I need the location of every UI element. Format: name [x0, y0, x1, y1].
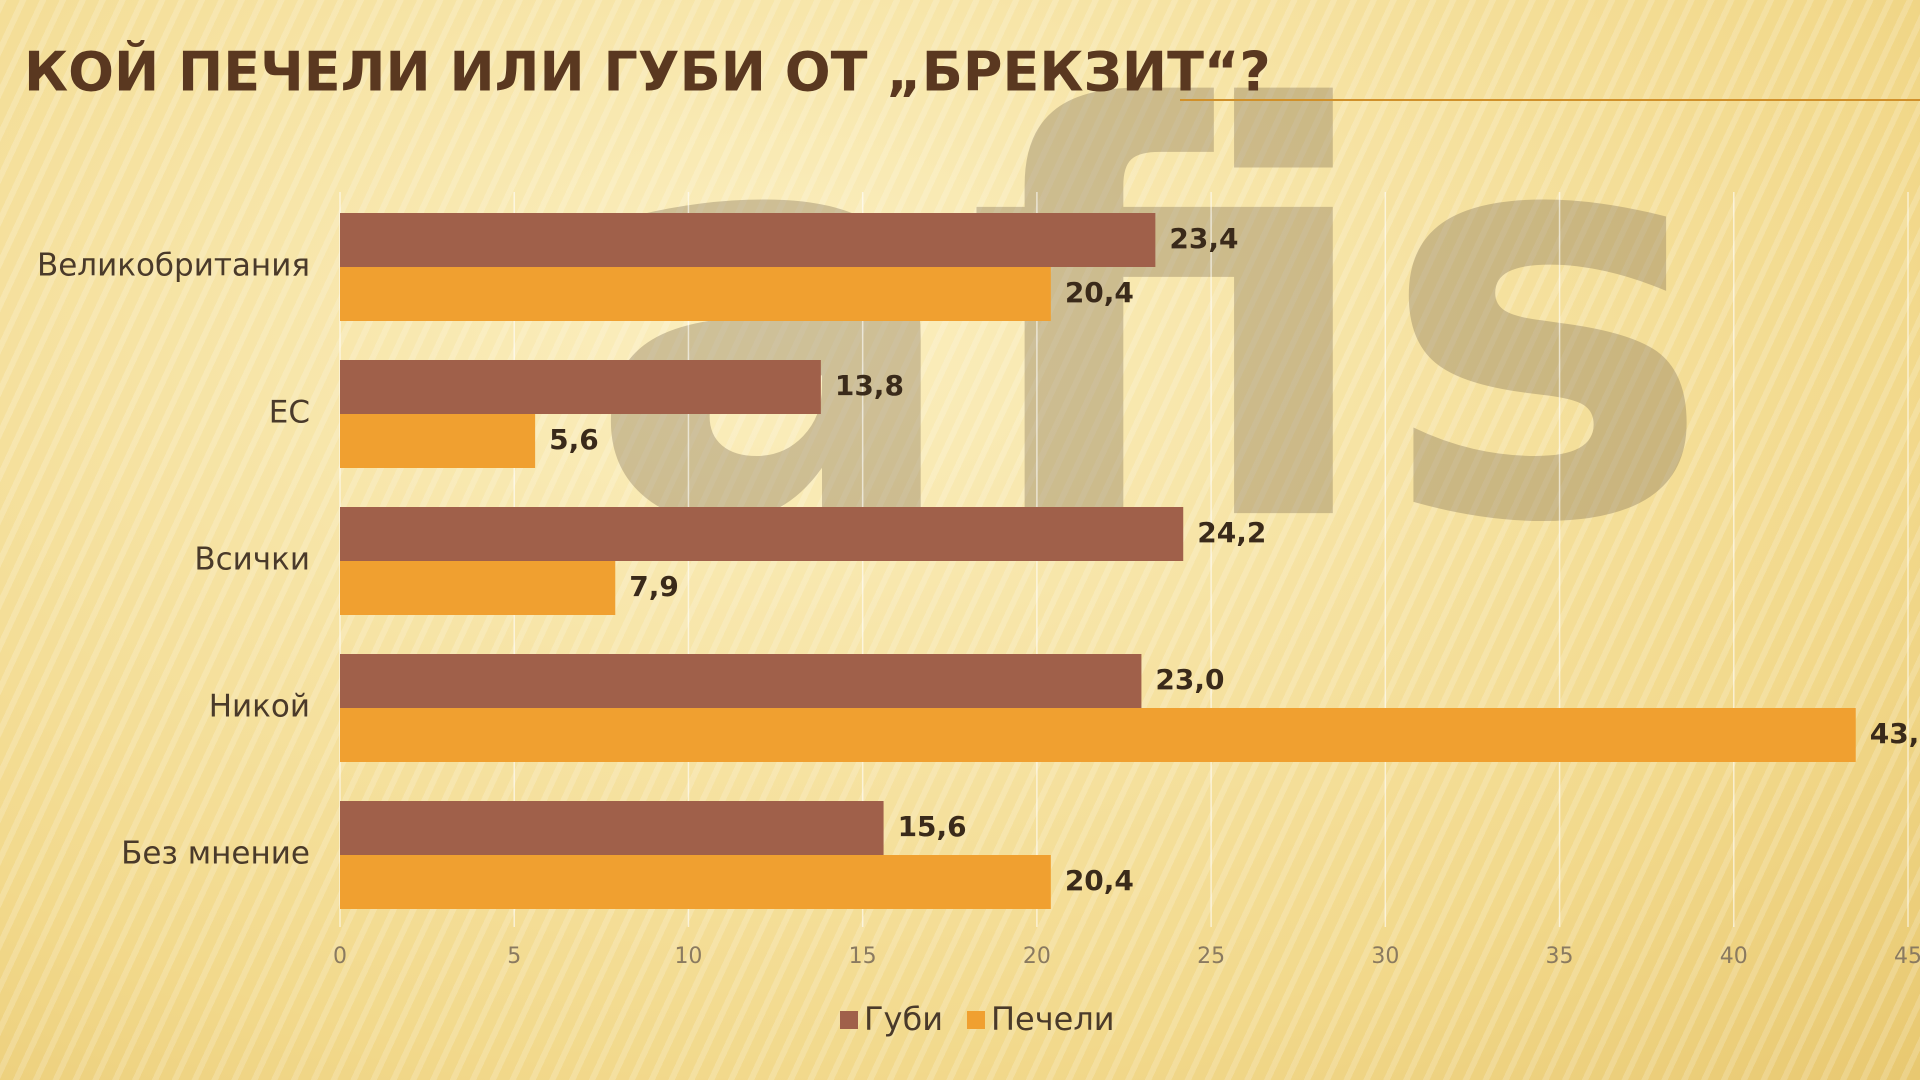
value-label: 7,9 [629, 570, 679, 603]
bar [340, 855, 1051, 909]
x-tick-label: 25 [1197, 944, 1225, 969]
x-tick-label: 40 [1720, 944, 1748, 969]
bar [340, 360, 821, 414]
y-tick-label: ЕС [269, 395, 310, 431]
bar [340, 267, 1051, 321]
title: КОЙ ПЕЧЕЛИ ИЛИ ГУБИ ОТ „БРЕКЗИТ“? [24, 41, 1271, 104]
x-tick-label: 0 [333, 944, 347, 969]
y-tick-label: Без мнение [121, 836, 310, 872]
x-tick-label: 5 [507, 944, 521, 969]
x-tick-label: 10 [674, 944, 702, 969]
x-tick-label: 35 [1546, 944, 1574, 969]
legend-label: Печели [991, 1000, 1115, 1038]
value-label: 24,2 [1197, 516, 1266, 549]
legend-swatch [840, 1011, 858, 1029]
value-label: 23,0 [1155, 663, 1224, 696]
value-label: 23,4 [1169, 222, 1238, 255]
bar [340, 654, 1142, 708]
bar [340, 708, 1856, 762]
x-tick-label: 30 [1371, 944, 1399, 969]
y-tick-label: Великобритания [37, 248, 310, 284]
legend-swatch [966, 1011, 985, 1029]
bar [340, 414, 536, 468]
value-label: 5,6 [549, 423, 599, 456]
y-tick-label: Всички [194, 542, 310, 578]
value-label: 13,8 [835, 369, 904, 402]
bar [340, 507, 1184, 561]
value-label: 20,4 [1065, 276, 1134, 309]
value-label: 20,4 [1065, 864, 1134, 897]
x-tick-label: 15 [849, 944, 877, 969]
bar [340, 561, 616, 615]
x-tick-label: 20 [1023, 944, 1051, 969]
bar [340, 213, 1156, 267]
value-label: 15,6 [898, 810, 967, 843]
bar [340, 801, 884, 855]
y-tick-label: Никой [209, 689, 310, 725]
x-tick-label: 45 [1894, 944, 1920, 969]
value-label: 43,5 [1870, 717, 1920, 750]
legend-label: Губи [864, 1000, 943, 1038]
